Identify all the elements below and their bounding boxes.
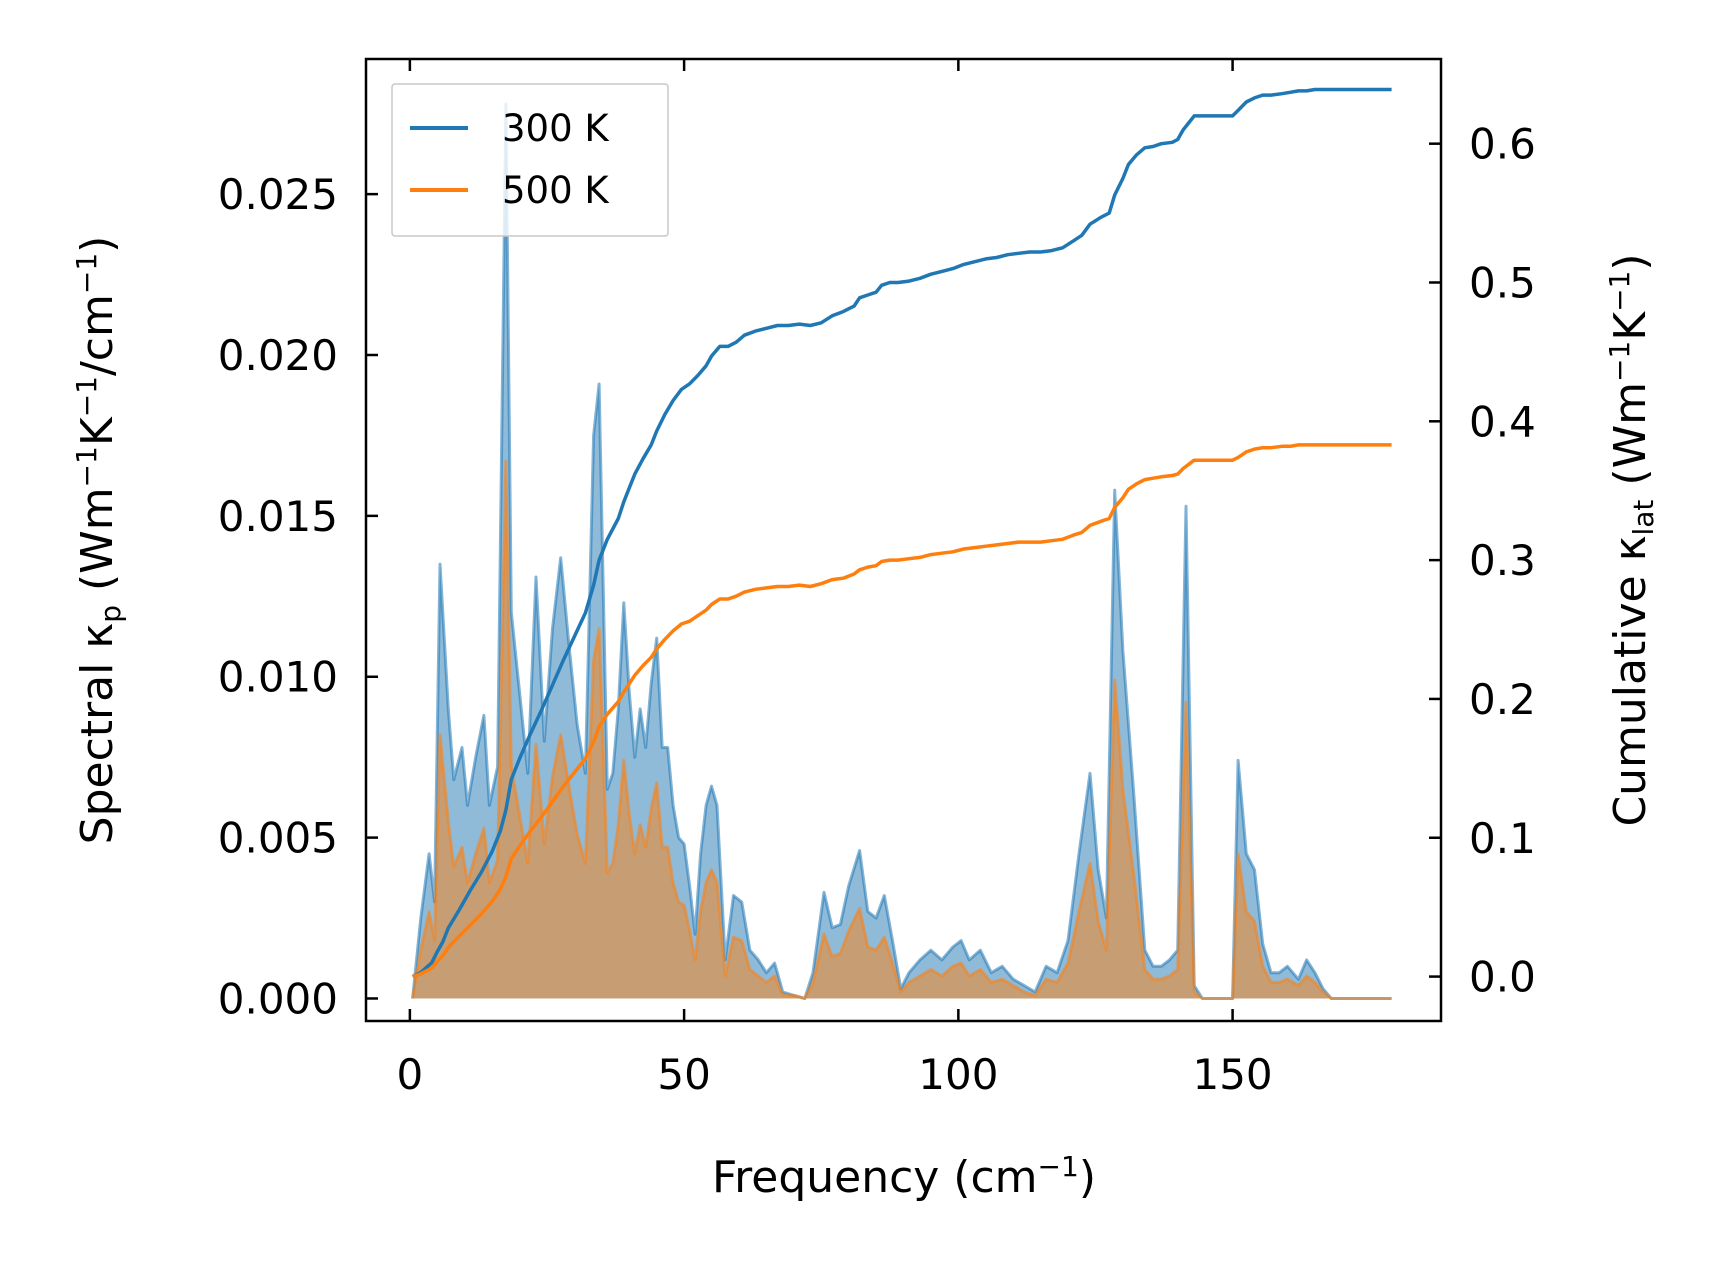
plot-frame xyxy=(364,57,1443,1023)
x-tick-label: 50 xyxy=(657,1050,710,1099)
spectral-fill-layer xyxy=(411,102,1392,1000)
left-axis-title-sup1: −1 xyxy=(70,446,103,487)
x-axis-title: Frequency (cm−1) xyxy=(712,1150,1096,1203)
left-axis-title-t5: ) xyxy=(72,236,123,253)
left-y-tick-label: 0.025 xyxy=(218,170,338,219)
right-y-tick-label: 0.4 xyxy=(1469,397,1536,446)
legend-label-300k: 300 K xyxy=(502,107,610,150)
right-y-tick-label: 0.2 xyxy=(1469,675,1536,724)
right-axis-title: Cumulative κlat (Wm−1K−1) xyxy=(1603,253,1660,826)
x-axis-title-sup: −1 xyxy=(1038,1150,1079,1183)
right-y-tick-label: 0.1 xyxy=(1469,814,1536,863)
spectral-area-500k xyxy=(412,461,1392,999)
x-tick-label: 100 xyxy=(918,1050,998,1099)
left-y-tick-label: 0.015 xyxy=(218,492,338,541)
legend-label-500k: 500 K xyxy=(502,169,610,212)
left-axis-title-t2: (Wm xyxy=(72,487,123,605)
right-y-tick-label: 0.0 xyxy=(1469,953,1536,1002)
right-axis-title-sup2: −1 xyxy=(1603,271,1636,312)
x-tick-label: 150 xyxy=(1192,1050,1272,1099)
right-axis-title-sup1: −1 xyxy=(1603,341,1636,382)
x-axis-title-text: Frequency (cm xyxy=(712,1152,1038,1203)
left-y-tick-label: 0.005 xyxy=(218,814,338,863)
left-y-tick-label: 0.020 xyxy=(218,331,338,380)
right-axis-title-t4: ) xyxy=(1605,253,1656,270)
spectral-area-300k xyxy=(412,104,1392,999)
x-tick-label: 0 xyxy=(397,1050,424,1099)
left-y-tick-label: 0.010 xyxy=(218,653,338,702)
tick-layer: 0 50 100 150 0.000 0.005 0.010 0.015 0.020 0.025 0… xyxy=(218,59,1536,1099)
left-axis-title-t4: /cm xyxy=(72,294,123,376)
x-axis-title-end: ) xyxy=(1079,1152,1096,1203)
cumulative-line-layer xyxy=(411,87,1392,979)
left-axis-title: Spectral κp (Wm−1K−1/cm−1) xyxy=(70,236,127,845)
right-axis-title-sub: lat xyxy=(1627,500,1660,536)
spectral-line-500k xyxy=(411,459,1392,1000)
cumulative-line-500k xyxy=(412,443,1392,979)
legend-box xyxy=(391,83,669,237)
right-axis-title-t2: (Wm xyxy=(1605,382,1656,500)
left-axis-title-sup2: −1 xyxy=(70,376,103,417)
left-axis-title-sup3: −1 xyxy=(70,253,103,294)
cumulative-line-300k xyxy=(411,87,1392,979)
right-y-tick-label: 0.5 xyxy=(1469,258,1536,307)
right-axis-title-t3: K xyxy=(1605,311,1656,341)
right-y-tick-label: 0.3 xyxy=(1469,536,1536,585)
left-axis-title-sub: p xyxy=(94,605,127,623)
legend: 300 K 500 K xyxy=(391,83,669,237)
left-axis-title-t1: Spectral κ xyxy=(72,623,123,845)
spectral-line-300k xyxy=(411,102,1392,1000)
left-y-tick-label: 0.000 xyxy=(218,974,338,1023)
right-y-tick-label: 0.6 xyxy=(1469,120,1536,169)
left-axis-title-t3: K xyxy=(72,416,123,446)
right-axis-title-t1: Cumulative κ xyxy=(1605,535,1656,826)
